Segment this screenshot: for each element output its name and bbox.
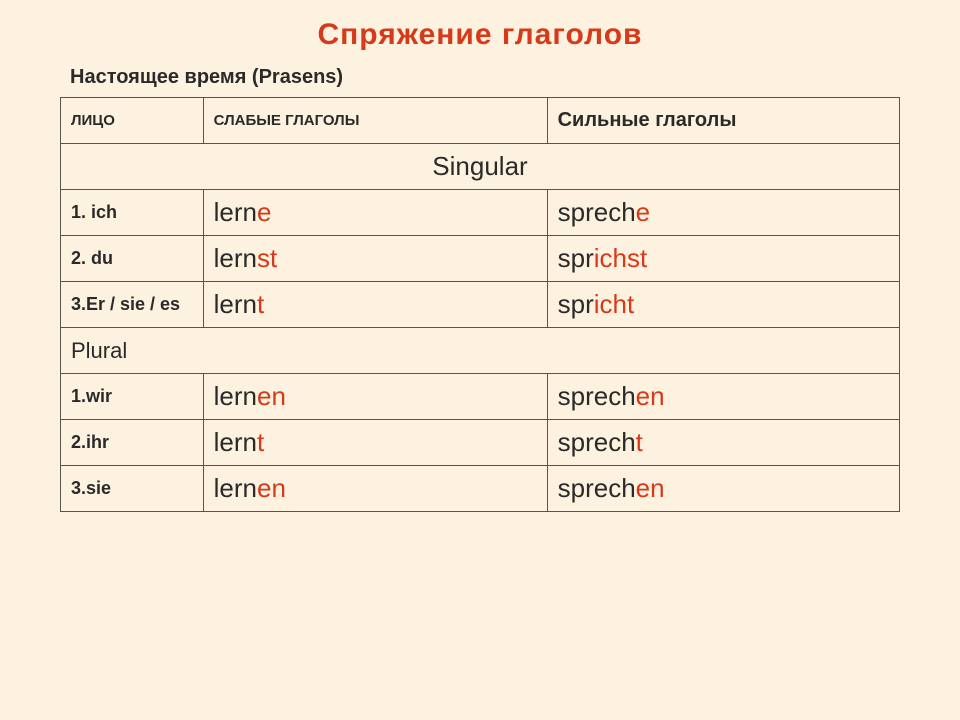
weak-stem: lern <box>214 427 257 457</box>
slide: Спряжение глаголов Настоящее время (Pras… <box>0 0 960 720</box>
weak-cell: lernt <box>203 420 547 466</box>
section-singular: Singular <box>61 144 900 190</box>
weak-cell: lerne <box>203 190 547 236</box>
strong-cell: spricht <box>547 282 899 328</box>
row-sie-plural: 3.sie lernen sprechen <box>61 466 900 512</box>
section-plural: Plural <box>61 328 900 374</box>
strong-ending: t <box>627 289 634 319</box>
strong-pre: sprech <box>558 473 636 503</box>
strong-ending: e <box>636 197 650 227</box>
strong-mid: ich <box>594 289 627 319</box>
strong-cell: sprichst <box>547 236 899 282</box>
strong-ending: st <box>627 243 647 273</box>
strong-pre: spr <box>558 289 594 319</box>
person-cell: 3.sie <box>61 466 204 512</box>
person-cell: 1.wir <box>61 374 204 420</box>
strong-pre: sprech <box>558 427 636 457</box>
person-cell: 2. du <box>61 236 204 282</box>
weak-ending: st <box>257 243 277 273</box>
section-plural-row: Plural <box>61 328 900 374</box>
weak-cell: lernen <box>203 374 547 420</box>
strong-pre: spr <box>558 243 594 273</box>
person-cell: 1. ich <box>61 190 204 236</box>
weak-stem: lern <box>214 197 257 227</box>
strong-pre: sprech <box>558 381 636 411</box>
col-weak-header: СЛАБЫЕ ГЛАГОЛЫ <box>203 98 547 144</box>
page-title: Спряжение глаголов <box>60 18 900 52</box>
strong-cell: spreche <box>547 190 899 236</box>
person-cell: 2.ihr <box>61 420 204 466</box>
table-header-row: ЛИЦО СЛАБЫЕ ГЛАГОЛЫ Сильные глаголы <box>61 98 900 144</box>
weak-ending: t <box>257 289 264 319</box>
person-cell: 3.Er / sie / es <box>61 282 204 328</box>
row-ich: 1. ich lerne spreche <box>61 190 900 236</box>
row-ihr: 2.ihr lernt sprecht <box>61 420 900 466</box>
row-wir: 1.wir lernen sprechen <box>61 374 900 420</box>
row-er-sie-es: 3.Er / sie / es lernt spricht <box>61 282 900 328</box>
strong-pre: sprech <box>558 197 636 227</box>
row-du: 2. du lernst sprichst <box>61 236 900 282</box>
conjugation-table: ЛИЦО СЛАБЫЕ ГЛАГОЛЫ Сильные глаголы Sing… <box>60 97 900 512</box>
weak-stem: lern <box>214 381 257 411</box>
strong-mid: ich <box>594 243 627 273</box>
weak-stem: lern <box>214 243 257 273</box>
weak-ending: e <box>257 197 271 227</box>
section-singular-row: Singular <box>61 144 900 190</box>
strong-cell: sprechen <box>547 466 899 512</box>
weak-ending: en <box>257 381 286 411</box>
strong-cell: sprecht <box>547 420 899 466</box>
weak-ending: t <box>257 427 264 457</box>
col-person-header: ЛИЦО <box>61 98 204 144</box>
col-strong-header: Сильные глаголы <box>547 98 899 144</box>
weak-cell: lernen <box>203 466 547 512</box>
weak-ending: en <box>257 473 286 503</box>
strong-ending: en <box>636 381 665 411</box>
strong-ending: t <box>636 427 643 457</box>
weak-stem: lern <box>214 289 257 319</box>
weak-stem: lern <box>214 473 257 503</box>
strong-ending: en <box>636 473 665 503</box>
weak-cell: lernt <box>203 282 547 328</box>
page-subtitle: Настоящее время (Prasens) <box>70 66 900 89</box>
weak-cell: lernst <box>203 236 547 282</box>
strong-cell: sprechen <box>547 374 899 420</box>
